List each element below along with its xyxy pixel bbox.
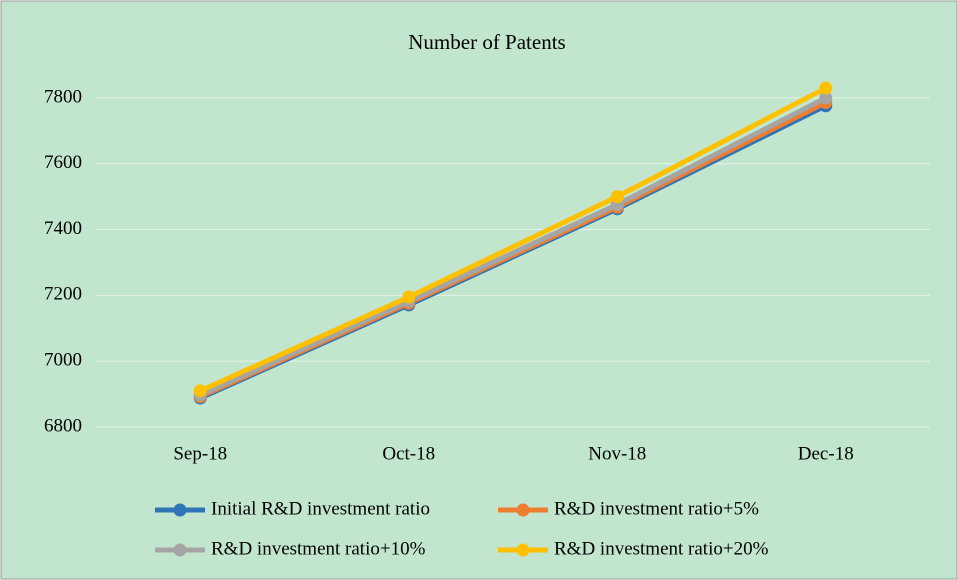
legend-marker — [516, 503, 530, 517]
legend-marker — [173, 543, 187, 557]
series-point — [193, 384, 207, 398]
series-point — [402, 290, 416, 304]
y-tick-label: 6800 — [44, 415, 82, 436]
legend-label: Initial R&D investment ratio — [211, 498, 430, 519]
legend-label: R&D investment ratio+10% — [211, 538, 426, 559]
chart-title: Number of Patents — [408, 30, 565, 54]
y-tick-label: 7200 — [44, 284, 82, 305]
series-point — [819, 81, 833, 95]
legend-label: R&D investment ratio+5% — [554, 498, 759, 519]
legend-marker — [173, 503, 187, 517]
series-point — [610, 190, 624, 204]
x-tick-label: Sep-18 — [173, 443, 227, 464]
legend-marker — [516, 543, 530, 557]
x-tick-label: Dec-18 — [798, 443, 854, 464]
y-tick-label: 7400 — [44, 218, 82, 239]
x-tick-label: Oct-18 — [382, 443, 435, 464]
series-point — [819, 91, 833, 105]
series-line — [199, 85, 827, 394]
series-line — [199, 95, 827, 398]
y-tick-label: 7000 — [44, 350, 82, 371]
y-tick-label: 7800 — [44, 86, 82, 107]
legend-label: R&D investment ratio+20% — [554, 538, 769, 559]
x-tick-label: Nov-18 — [588, 443, 646, 464]
y-tick-label: 7600 — [44, 152, 82, 173]
